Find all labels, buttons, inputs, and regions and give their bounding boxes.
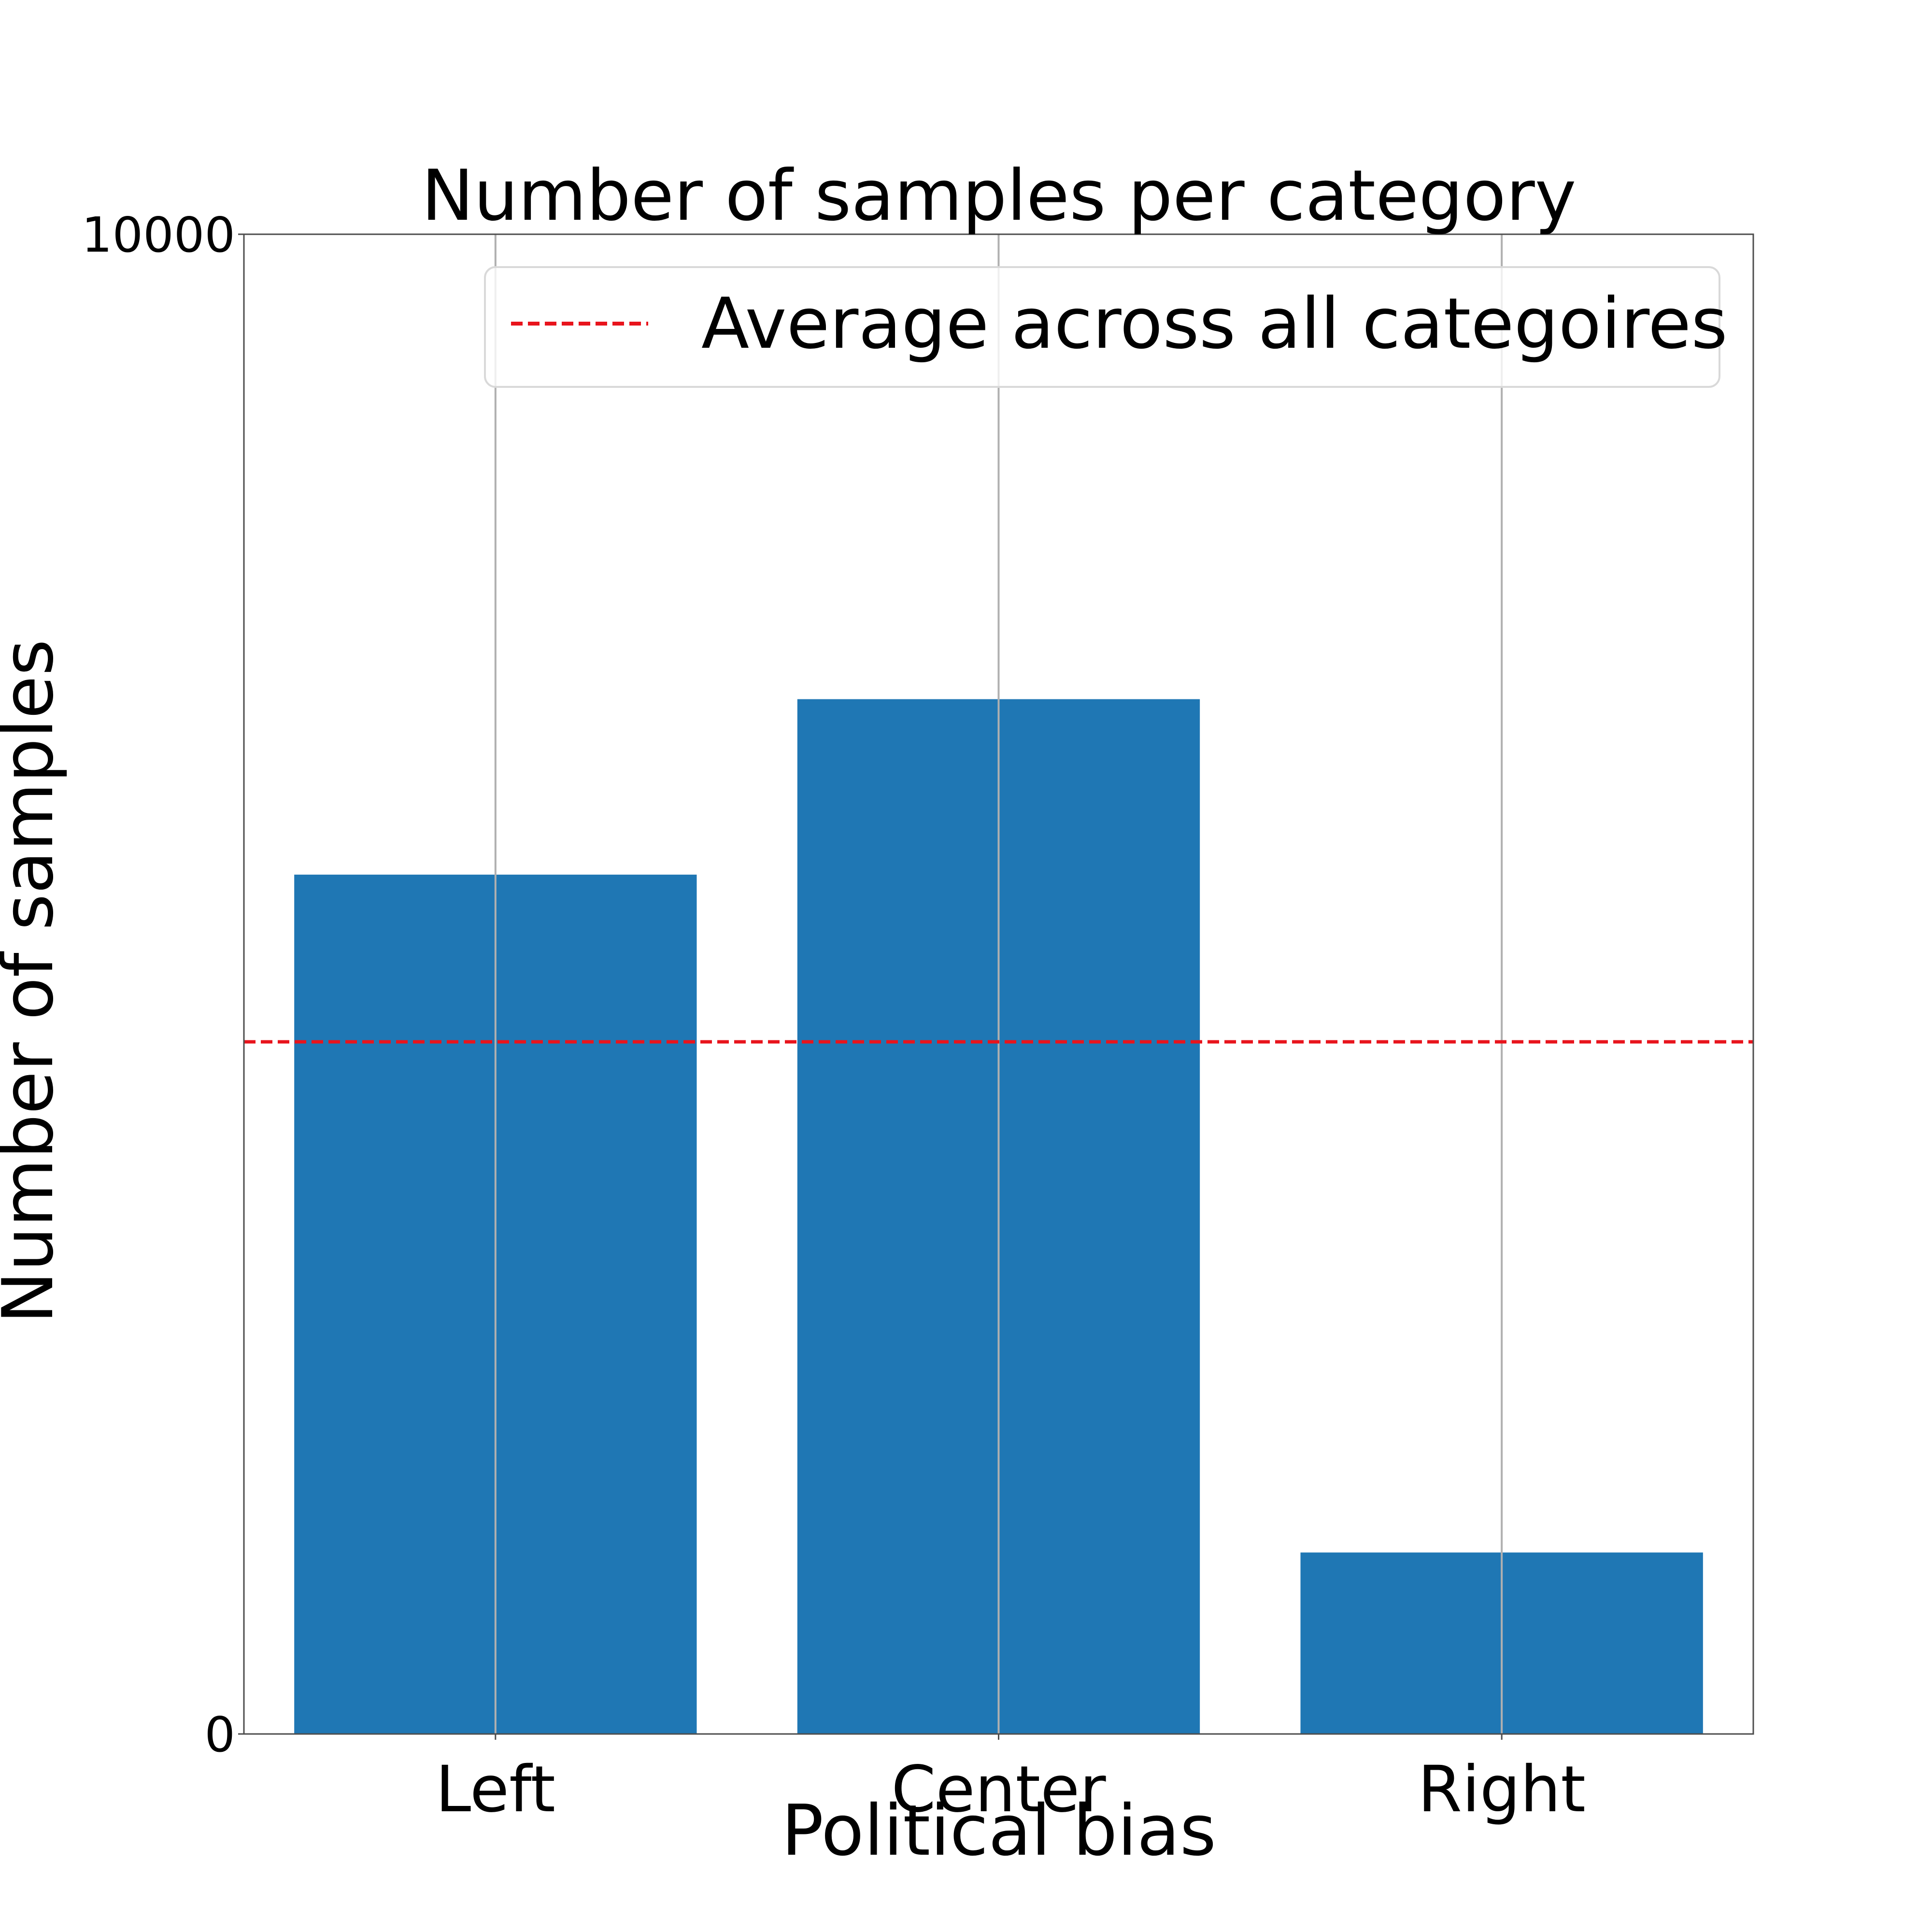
legend: Average across all categoires	[484, 266, 1728, 388]
x-tick-label-left: Left	[436, 1752, 555, 1827]
legend-label: Average across all categoires	[701, 283, 1728, 365]
x-tick-label-right: Right	[1418, 1752, 1586, 1827]
y-tick-label-1: 10000	[82, 207, 235, 263]
x-gridlines-front	[494, 234, 1503, 1734]
x-axis-label: Political bias	[781, 1790, 1216, 1872]
y-axis-label: Number of samples	[0, 639, 69, 1323]
y-tick-label-0: 0	[204, 1706, 235, 1763]
x-ticks: Left Center Right	[436, 1734, 1586, 1827]
x-tick-label-center: Center	[891, 1752, 1106, 1827]
y-ticks: 0 10000	[82, 207, 244, 1763]
chart-title: Number of samples per category	[421, 155, 1576, 237]
legend-box	[484, 266, 1720, 388]
